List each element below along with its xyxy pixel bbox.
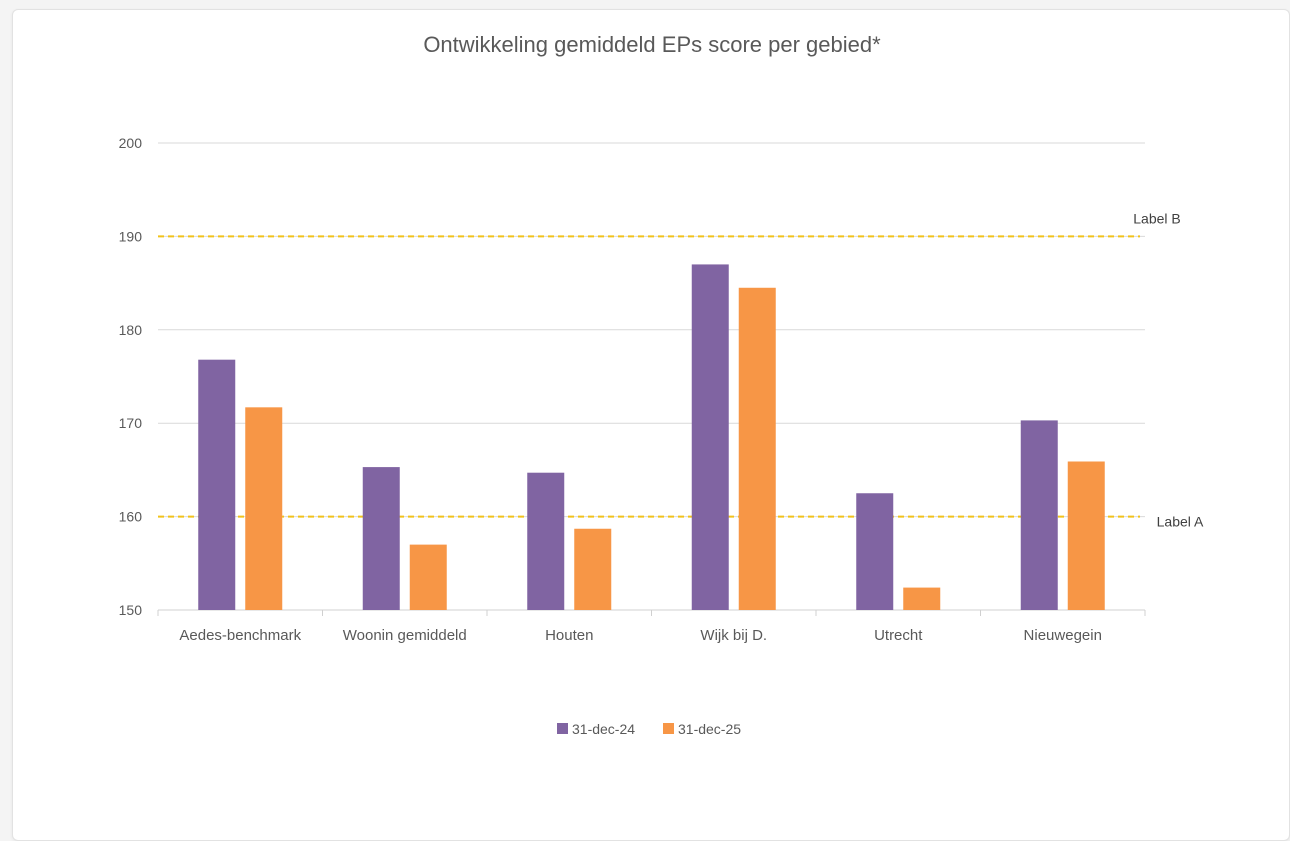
bar — [409, 544, 447, 610]
bar — [574, 528, 612, 610]
x-category-label: Woonin gemiddeld — [343, 627, 467, 644]
x-category-label: Nieuwegein — [1024, 627, 1102, 644]
bar — [1067, 461, 1105, 610]
bar — [691, 264, 729, 610]
reference-line-label: Label B — [1133, 210, 1180, 226]
y-axis-ticks: 150 160 170 180 190 200 — [119, 135, 143, 618]
reference-line-label: Label A — [1157, 514, 1204, 530]
bar — [527, 472, 565, 610]
y-tick-label: 150 — [119, 602, 143, 618]
y-tick-label: 170 — [119, 415, 143, 431]
legend: 31-dec-24 31-dec-25 — [557, 721, 741, 737]
bar — [198, 359, 236, 610]
chart-title: Ontwikkeling gemiddeld EPs score per geb… — [423, 32, 881, 57]
x-axis: Aedes-benchmark Woonin gemiddeld Houten Wij… — [157, 610, 1146, 644]
reference-lines: Label B Label A — [158, 210, 1204, 530]
x-category-label: Wijk bij D. — [700, 627, 767, 644]
bar — [1020, 420, 1058, 610]
y-tick-label: 200 — [119, 135, 143, 151]
bar — [856, 493, 894, 610]
legend-swatch — [557, 723, 568, 734]
y-tick-label: 190 — [119, 228, 143, 244]
y-tick-label: 160 — [119, 509, 143, 525]
bar — [903, 587, 941, 610]
x-category-label: Aedes-benchmark — [179, 627, 301, 644]
bar — [362, 467, 400, 610]
legend-label: 31-dec-24 — [572, 721, 635, 737]
legend-label: 31-dec-25 — [678, 721, 741, 737]
bar — [738, 287, 776, 610]
x-category-label: Utrecht — [874, 627, 923, 644]
x-category-label: Houten — [545, 627, 593, 644]
gridlines — [158, 142, 1145, 611]
bars — [198, 264, 1105, 610]
legend-swatch — [663, 723, 674, 734]
y-tick-label: 180 — [119, 322, 143, 338]
bar — [245, 407, 283, 610]
